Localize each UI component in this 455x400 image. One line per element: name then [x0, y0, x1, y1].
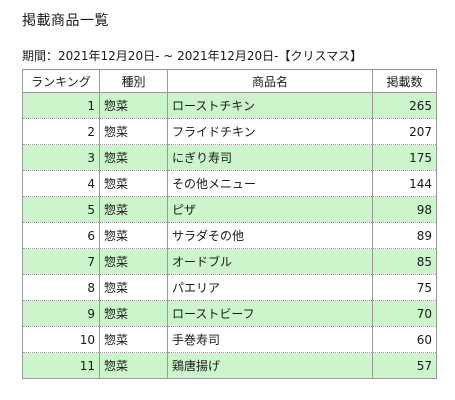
product-name-cell: 手巻寿司 [167, 326, 373, 353]
count-cell: 89 [372, 222, 437, 249]
count-cell: 75 [372, 274, 437, 301]
count-cell: 85 [372, 248, 437, 275]
category-cell: 惣菜 [99, 300, 168, 327]
product-name-cell: 鶏唐揚げ [167, 352, 373, 379]
product-name-cell: ローストビーフ [167, 300, 373, 327]
table-row: 1 惣菜 ローストチキン 265 [22, 92, 437, 119]
header-category: 種別 [99, 69, 168, 93]
category-cell: 惣菜 [99, 92, 168, 119]
product-name-cell: ピザ [167, 196, 373, 223]
header-product-name: 商品名 [167, 69, 373, 93]
product-name-cell: フライドチキン [167, 118, 373, 145]
rank-cell: 4 [22, 170, 100, 197]
period-label: 期間：2021年12月20日- ~ 2021年12月20日-【クリスマス】 [22, 49, 363, 63]
count-cell: 60 [372, 326, 437, 353]
rank-cell: 9 [22, 300, 100, 327]
count-cell: 70 [372, 300, 437, 327]
header-rank: ランキング [22, 69, 100, 93]
page-title: 掲載商品一覧 [22, 13, 109, 29]
product-name-cell: にぎり寿司 [167, 144, 373, 171]
category-cell: 惣菜 [99, 352, 168, 379]
product-name-cell: パエリア [167, 274, 373, 301]
table-row: 8 惣菜 パエリア 75 [22, 274, 437, 301]
table-row: 7 惣菜 オードブル 85 [22, 248, 437, 275]
table-row: 9 惣菜 ローストビーフ 70 [22, 300, 437, 327]
rank-cell: 8 [22, 274, 100, 301]
count-cell: 57 [372, 352, 437, 379]
category-cell: 惣菜 [99, 118, 168, 145]
product-name-cell: サラダその他 [167, 222, 373, 249]
product-name-cell: ローストチキン [167, 92, 373, 119]
rank-cell: 3 [22, 144, 100, 171]
rank-cell: 1 [22, 92, 100, 119]
table-row: 3 惣菜 にぎり寿司 175 [22, 144, 437, 171]
category-cell: 惣菜 [99, 196, 168, 223]
table-row: 11 惣菜 鶏唐揚げ 57 [22, 352, 437, 379]
count-cell: 265 [372, 92, 437, 119]
table-row: 6 惣菜 サラダその他 89 [22, 222, 437, 249]
table-row: 4 惣菜 その他メニュー 144 [22, 170, 437, 197]
table-row: 10 惣菜 手巻寿司 60 [22, 326, 437, 353]
category-cell: 惣菜 [99, 326, 168, 353]
header-count: 掲載数 [372, 69, 437, 93]
rank-cell: 7 [22, 248, 100, 275]
category-cell: 惣菜 [99, 248, 168, 275]
rank-cell: 5 [22, 196, 100, 223]
rank-cell: 10 [22, 326, 100, 353]
table-row: 5 惣菜 ピザ 98 [22, 196, 437, 223]
rank-cell: 6 [22, 222, 100, 249]
category-cell: 惣菜 [99, 222, 168, 249]
count-cell: 144 [372, 170, 437, 197]
ranking-table: ランキング 種別 商品名 掲載数 1 惣菜 ローストチキン 265 2 惣菜 フ… [22, 69, 437, 379]
rank-cell: 2 [22, 118, 100, 145]
table-header-row: ランキング 種別 商品名 掲載数 [22, 69, 437, 93]
count-cell: 207 [372, 118, 437, 145]
count-cell: 175 [372, 144, 437, 171]
category-cell: 惣菜 [99, 170, 168, 197]
rank-cell: 11 [22, 352, 100, 379]
table-row: 2 惣菜 フライドチキン 207 [22, 118, 437, 145]
category-cell: 惣菜 [99, 144, 168, 171]
product-name-cell: オードブル [167, 248, 373, 275]
category-cell: 惣菜 [99, 274, 168, 301]
product-name-cell: その他メニュー [167, 170, 373, 197]
count-cell: 98 [372, 196, 437, 223]
